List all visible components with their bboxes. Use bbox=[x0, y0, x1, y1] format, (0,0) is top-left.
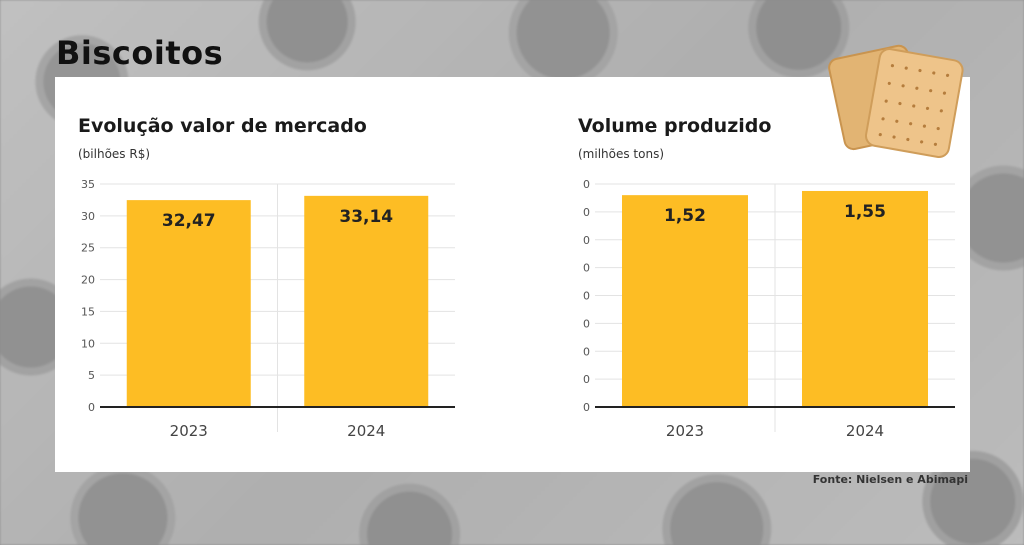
chart-1-title: Evolução valor de mercado bbox=[78, 115, 367, 137]
chart-1-ytick: 0 bbox=[88, 401, 95, 414]
chart-1-category-label: 2024 bbox=[347, 422, 385, 440]
chart-1-ytick: 30 bbox=[81, 210, 95, 223]
chart-2-ytick: 0 bbox=[583, 373, 590, 386]
chart-2-ytick: 0 bbox=[583, 262, 590, 275]
chart-2-category-label: 2024 bbox=[846, 422, 884, 440]
biscuit-icon bbox=[828, 44, 964, 158]
chart-2-bar bbox=[622, 195, 748, 407]
chart-1-ytick: 10 bbox=[81, 337, 95, 350]
chart-2-ytick: 0 bbox=[583, 178, 590, 191]
chart-1-ytick: 35 bbox=[81, 178, 95, 191]
chart-1-bar-label: 32,47 bbox=[162, 211, 216, 231]
chart-2-subtitle: (milhões tons) bbox=[578, 147, 665, 161]
chart-2-ytick: 0 bbox=[583, 345, 590, 358]
chart-2-bar-label: 1,52 bbox=[664, 206, 706, 226]
chart-2-ytick: 0 bbox=[583, 401, 590, 414]
chart-1-ytick: 25 bbox=[81, 242, 95, 255]
chart-1-bar-label: 33,14 bbox=[339, 207, 393, 227]
chart-1-bar bbox=[304, 195, 429, 407]
chart-2-ytick: 0 bbox=[583, 290, 590, 303]
chart-1-ytick: 15 bbox=[81, 305, 95, 318]
chart-2-title: Volume produzido bbox=[578, 115, 772, 137]
source-note: Fonte: Nielsen e Abimapi bbox=[812, 473, 968, 486]
charts-card: Evolução valor de mercado (bilhões R$) V… bbox=[55, 77, 970, 472]
chart-1-category-label: 2023 bbox=[170, 422, 208, 440]
chart-2-ytick: 0 bbox=[583, 234, 590, 247]
chart-2-bar-label: 1,55 bbox=[844, 202, 886, 222]
chart-2-ytick: 0 bbox=[583, 317, 590, 330]
chart-1-ytick: 20 bbox=[81, 274, 95, 287]
chart-2-bar bbox=[802, 190, 928, 407]
bar-charts: 0 5 10 15 20 25 30 35 32,47 2023 33,14 2024 0 0 0 0 0 0 0 0… bbox=[81, 178, 955, 440]
chart-1-subtitle: (bilhões R$) bbox=[78, 147, 151, 161]
chart-1-ytick: 5 bbox=[88, 369, 95, 382]
chart-2-category-label: 2023 bbox=[666, 422, 704, 440]
page-title: Biscoitos bbox=[56, 34, 224, 72]
chart-2-ytick: 0 bbox=[583, 206, 590, 219]
chart-1-bar bbox=[126, 200, 251, 407]
